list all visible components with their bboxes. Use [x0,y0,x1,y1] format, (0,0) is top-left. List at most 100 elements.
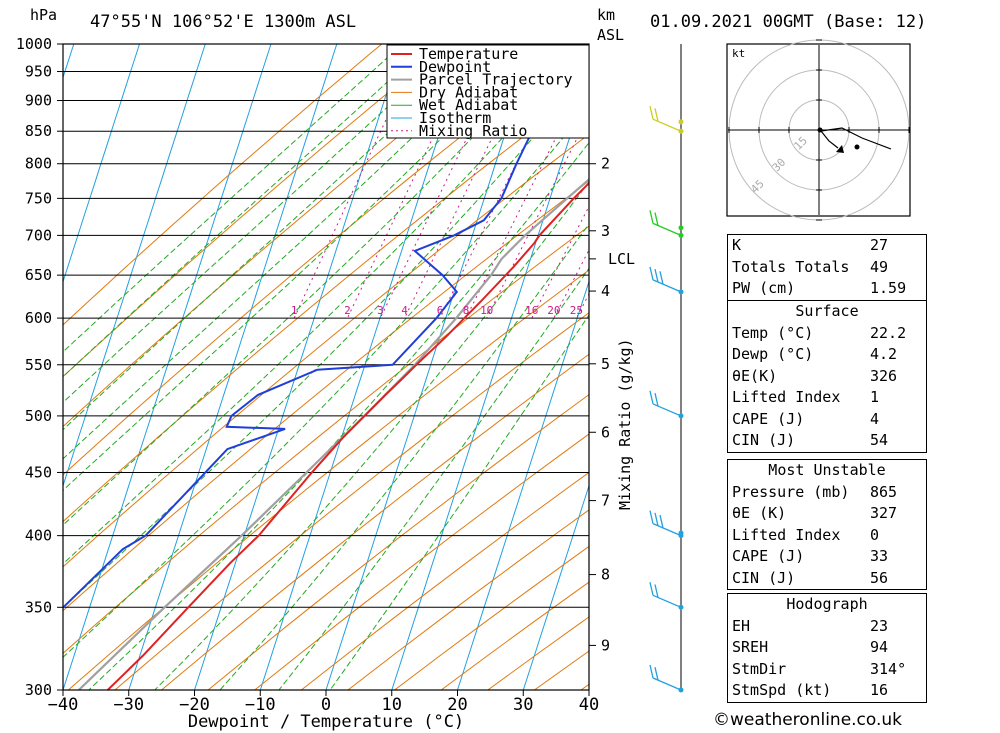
hodograph-trace-upper [820,127,892,150]
temperature-tick-label: 40 [579,695,599,715]
mixing-ratio-label: 25 [570,304,583,317]
most-unstable-panel: Most Unstable Pressure (mb) 865 θE (K) 327 L… [727,459,927,590]
most-unstable-label: CAPE (J) [732,547,805,565]
wind-barb-shaft [652,594,682,608]
pressure-tick-label: 950 [25,63,52,81]
hodograph-table-value: 23 [870,616,889,635]
pressure-tick-label: 300 [25,681,52,699]
wind-barb-flag [649,390,654,405]
legend-entry-wet-adiabat: Wet Adiabat [419,96,518,114]
temperature-tick-label: −30 [113,695,144,715]
indices-panel: K 27 Totals Totals 49 PW (cm) 1.59 [727,234,927,301]
most-unstable-title: Most Unstable [728,459,926,482]
km-tick-label: 7 [601,492,610,510]
lcl-label: LCL [608,250,635,268]
pressure-tick-label: 750 [25,189,52,207]
index-value: 27 [870,236,889,254]
pressure-tick-label: 400 [25,527,52,545]
km-tick-label: 5 [601,355,610,373]
hodograph-table-row: StmSpd (kt) 16 [728,680,926,702]
most-unstable-value: 865 [870,482,898,501]
temperature-tick-label: 10 [382,695,402,715]
wind-barb-shaft [652,118,682,132]
wind-barb-flag [649,582,654,596]
hodograph-table-label: EH [732,616,751,635]
surface-value: 326 [870,366,898,385]
wet-adiabat-line [63,44,535,492]
surface-row: CIN (J) 54 [728,430,926,452]
credit-text: ©weatheronline.co.uk [713,710,903,730]
wind-barb-flag [654,667,659,681]
pressure-tick-label: 350 [25,598,52,616]
most-unstable-row: CAPE (J) 33 [728,546,926,568]
pressure-tick-label: 650 [25,266,52,284]
pressure-tick-label: 450 [25,463,52,481]
hodograph-table-title: Hodograph [728,593,926,616]
km-tick-label: 8 [601,566,610,584]
wind-barb-flag [654,584,659,598]
wind-barb-flag [649,510,654,524]
pressure-tick-label: 550 [25,356,52,374]
isotherm-line [63,44,140,284]
hodograph-point [817,127,823,133]
most-unstable-row: Pressure (mb) 865 [728,482,926,504]
pressure-tick-label: 850 [25,122,52,140]
surface-row: Temp (°C) 22.2 [728,323,926,345]
dry-adiabat-line [63,44,383,326]
temperature-tick-label: 30 [513,695,533,715]
hodograph-unit: kt [732,47,745,60]
hodograph-table-row: StmDir 314° [728,659,926,681]
isotherm-line [457,279,589,690]
wind-barb-flag [654,108,659,122]
hodograph-table-label: SREH [732,638,769,656]
index-row: PW (cm) 1.59 [728,278,926,300]
legend-entry-dry-adiabat: Dry Adiabat [419,83,518,101]
temperature-tick-label: 20 [447,695,467,715]
isotherm-line [391,75,589,690]
legend-entry-mixing-ratio: Mixing Ratio [419,122,527,140]
mixing-ratio-label: 4 [401,304,408,317]
pressure-tick-label: 1000 [16,35,52,53]
dry-adiabat-line [254,433,589,690]
dry-adiabat-line [347,509,589,690]
surface-label: Lifted Index [732,388,841,406]
isotherm-line [522,484,589,690]
legend-entry-dewpoint: Dewpoint [419,58,491,76]
most-unstable-label: Pressure (mb) [732,482,850,501]
storm-motion-arrow [836,145,844,153]
index-label: Totals Totals [732,257,850,276]
mixing-ratio-axis-label: Mixing Ratio (g/kg) [616,338,634,510]
mixing-ratio-label: 10 [480,304,493,317]
most-unstable-row: Lifted Index 0 [728,525,926,547]
most-unstable-value: 0 [870,525,880,544]
surface-title: Surface [728,300,926,323]
wind-barb-shaft [652,677,682,691]
surface-row: Dewp (°C) 4.2 [728,344,926,366]
wet-adiabat-line [63,105,589,658]
wind-barb-flag [654,212,659,226]
temperature-profile [107,181,589,690]
isotherm-line [128,44,338,690]
hpa-unit-label: hPa [30,6,57,24]
dry-adiabat-line [63,180,589,612]
wind-barb-flag [649,266,654,281]
most-unstable-row: θE (K) 327 [728,503,926,525]
legend-entry-isotherm: Isotherm [419,109,491,127]
hodograph-table-panel: Hodograph EH 23 SREH 94 StmDir 314° StmSpd (kt… [727,593,927,703]
dry-adiabat-line [63,44,448,378]
wind-profile [649,44,684,693]
mixing-ratio-label: 6 [437,304,444,317]
km-tick-label: 3 [601,222,610,240]
wind-level-dot [678,225,684,231]
mixing-ratio-label: 2 [344,304,351,317]
surface-label: CIN (J) [732,431,796,449]
wind-barb-flag [659,271,664,285]
most-unstable-label: CIN (J) [732,568,796,587]
pressure-tick-label: 500 [25,407,52,425]
wind-barb-shaft [652,279,682,293]
surface-value: 4 [870,409,880,428]
wet-adiabat-line [88,141,589,690]
index-value: 1.59 [870,279,907,297]
wind-barb-flag [649,106,654,120]
asl-unit-label: ASL [597,26,624,44]
